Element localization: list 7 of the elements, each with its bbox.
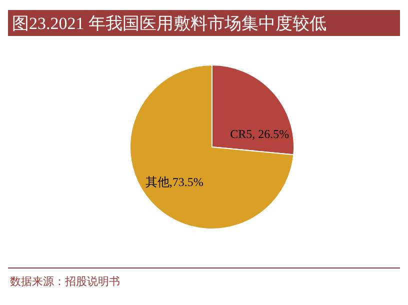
- chart-title: 图23.2021 年我国医用敷料市场集中度较低: [12, 14, 326, 33]
- pie-slice: [130, 64, 294, 230]
- slice-label: CR5: [230, 126, 252, 141]
- source-note: 数据来源：招股说明书: [10, 275, 120, 288]
- slice-label: 其他: [145, 175, 170, 190]
- data-label: ,73.5%: [169, 175, 204, 190]
- data-label: , 26.5%: [252, 126, 290, 141]
